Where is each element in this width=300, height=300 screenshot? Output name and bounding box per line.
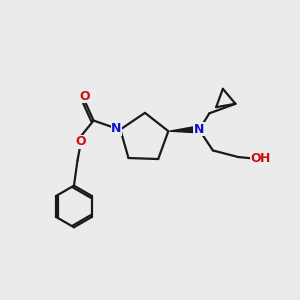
Text: N: N: [111, 122, 122, 135]
Text: O: O: [79, 90, 90, 103]
Text: N: N: [194, 123, 204, 136]
Text: O: O: [75, 135, 86, 148]
Text: O: O: [251, 152, 261, 165]
Polygon shape: [170, 127, 195, 133]
Text: H: H: [260, 152, 270, 165]
